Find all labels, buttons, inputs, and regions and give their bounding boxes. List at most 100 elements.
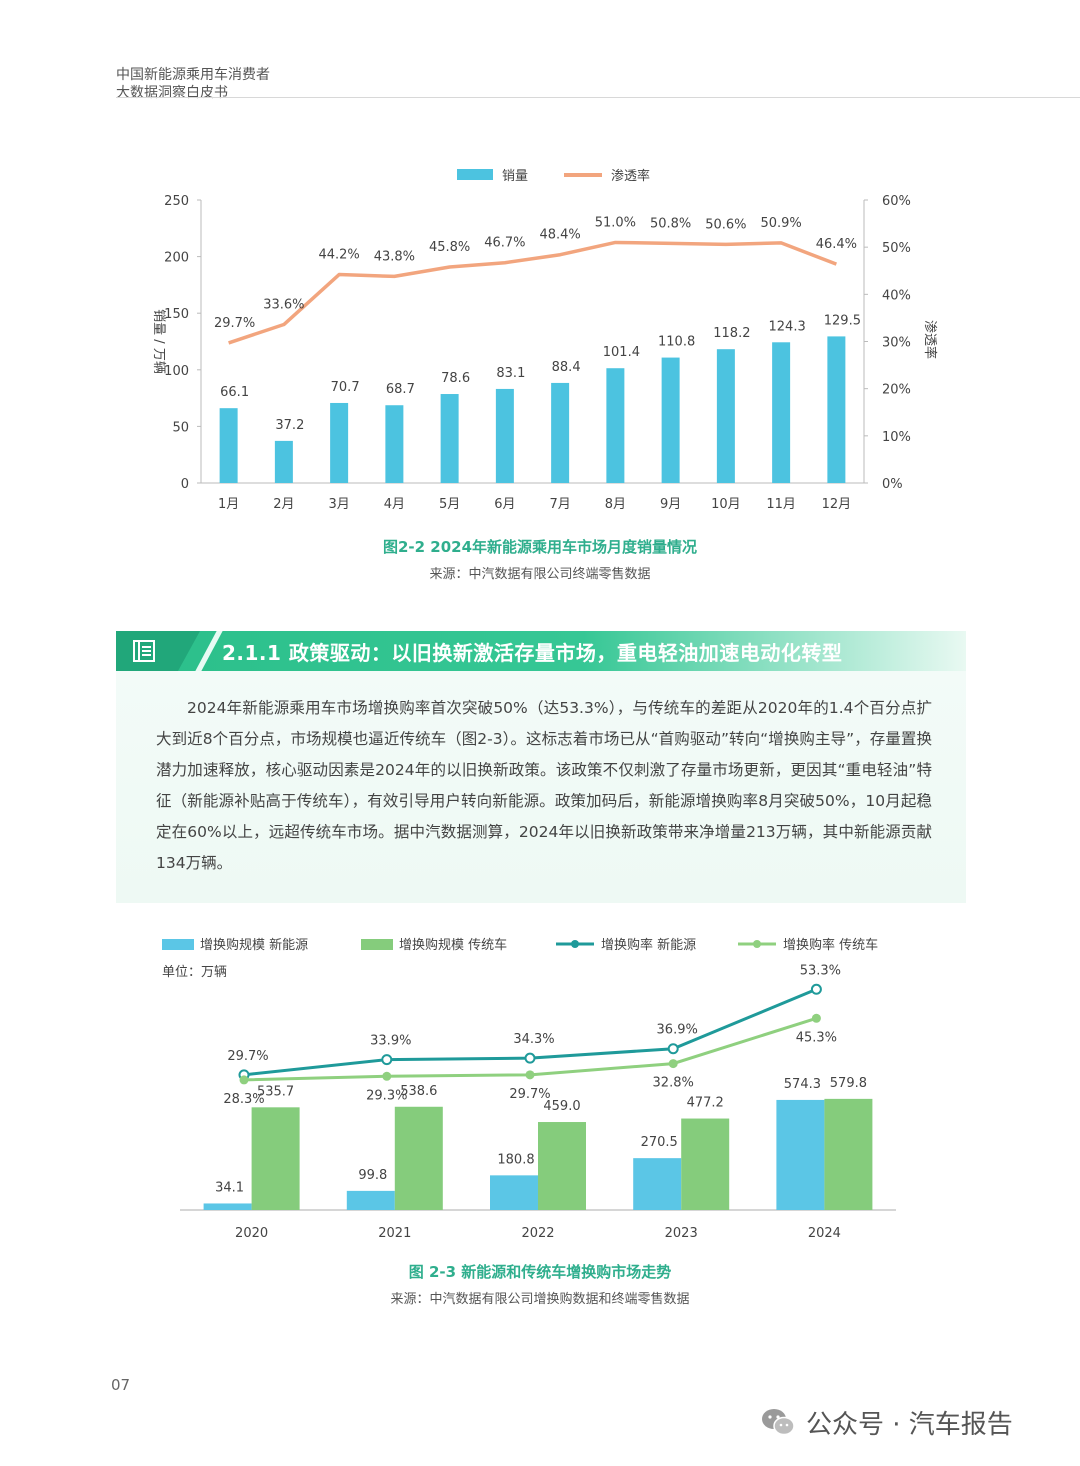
nev-rate-point [381,1054,393,1066]
month-tick-label: 8月 [605,497,626,512]
left-tick-label: 150 [164,307,189,322]
nev-rate-point [667,1043,679,1055]
ice-rate-point [239,1075,249,1085]
ice-scale-bar [251,1107,300,1210]
nev-scale-bar [776,1099,825,1210]
header-divider [116,97,1080,98]
ice-scale-label: 535.7 [257,1084,294,1099]
ice-rate-point [668,1059,678,1069]
year-tick-label: 2024 [808,1226,841,1241]
ice-rate-point [382,1071,392,1081]
penetration-line [228,240,838,345]
ice-scale-bar [538,1122,586,1210]
penetration-label: 33.6% [263,298,304,313]
nev-scale-label: 574.3 [784,1077,821,1092]
legend-ice-scale-label: 增换购规模 传统车 [399,937,507,953]
section-paragraph: 2024年新能源乘用车市场增换购率首次突破50%（达53.3%），与传统车的差距… [156,699,932,872]
month-tick-label: 4月 [384,497,405,512]
document-list-icon [133,640,155,662]
chart2-source: 来源：中汽数据有限公司增换购数据和终端零售数据 [390,1292,690,1307]
legend-sales-swatch [457,169,493,180]
nev-scale-bar [346,1190,395,1210]
wechat-icon [762,1409,795,1436]
legend-nev-rate-marker [571,940,579,948]
ice-scale-label: 538.6 [400,1084,437,1099]
nev-scale-label: 99.8 [358,1168,387,1183]
right-tick-label: 30% [882,336,911,351]
legend-ice-rate-label: 增换购率 传统车 [783,937,878,953]
legend-ice-rate-marker [753,940,761,948]
nev-scale-label: 180.8 [497,1152,534,1167]
right-tick-label: 40% [882,288,911,303]
sales-bar [551,382,570,483]
month-tick-label: 6月 [494,497,515,512]
ice-rate-label: 29.7% [509,1087,550,1102]
year-tick-label: 2023 [665,1226,698,1241]
legend-sales-label: 销量 [502,169,528,184]
sales-bar [440,394,459,483]
ice-rate-label: 45.3% [796,1030,837,1045]
section-paragraph-box: 2024年新能源乘用车市场增换购率首次突破50%（达53.3%），与传统车的差距… [116,671,966,903]
penetration-label: 29.7% [214,316,255,331]
right-tick-label: 0% [882,477,903,492]
penetration-label: 50.6% [705,217,746,232]
legend-ice-scale-swatch [361,939,393,950]
sales-bar [827,336,846,483]
left-tick-label: 200 [164,251,189,266]
ice-scale-label: 477.2 [687,1096,724,1111]
right-tick-label: 10% [882,430,911,445]
right-axis-title: 渗透率 [922,320,938,359]
banner-slash [178,631,200,671]
month-tick-label: 12月 [822,497,852,512]
sales-bar [661,357,680,483]
right-tick-label: 20% [882,383,911,398]
sales-bar-label: 118.2 [713,326,750,341]
left-tick-label: 50 [172,420,189,435]
sales-bar-label: 88.4 [552,360,581,375]
section-title: 2.1.1 政策驱动：以旧换新激活存量市场，重电轻油加速电动化转型 [222,641,843,665]
page-number: 07 [111,1376,131,1394]
legend-nev-rate-label: 增换购率 新能源 [601,937,696,953]
nev-scale-bar [633,1158,682,1210]
chart2-caption: 图 2-3 新能源和传统车增换购市场走势 [408,1263,672,1281]
ice-scale-bar [681,1118,730,1210]
section-banner: 2.1.1 政策驱动：以旧换新激活存量市场，重电轻油加速电动化转型 [116,631,966,671]
sales-bar [606,368,625,483]
right-tick-label: 50% [882,241,911,256]
left-tick-label: 250 [164,194,189,209]
month-tick-label: 5月 [439,497,460,512]
nev-rate-point [524,1052,536,1064]
ice-rate-point [525,1070,535,1080]
month-tick-label: 3月 [328,497,349,512]
month-tick-label: 11月 [766,497,796,512]
legend-rate-label: 渗透率 [611,168,650,184]
sales-bar [274,440,293,483]
sales-bar [716,349,735,483]
nev-rate-point [810,983,822,995]
year-tick-label: 2020 [235,1226,268,1241]
nev-scale-label: 34.1 [215,1180,244,1195]
penetration-label: 45.8% [429,240,470,255]
sales-bar-label: 70.7 [331,380,360,395]
nev-rate-label: 36.9% [657,1023,698,1038]
penetration-label: 44.2% [318,248,359,263]
sales-bar-label: 66.1 [220,385,249,400]
right-tick-label: 60% [882,194,911,209]
penetration-label: 48.4% [539,228,580,243]
ice-scale-label: 579.8 [830,1076,867,1091]
ice-scale-bar [824,1098,873,1210]
sales-bar-label: 129.5 [824,313,861,328]
nev-rate-label: 34.3% [513,1032,554,1047]
penetration-label: 50.8% [650,216,691,231]
monthly-sales-chart: 销量 渗透率0501001502002500%10%20%30%40%50%60%… [151,168,938,512]
chart1-caption: 图2-2 2024年新能源乘用车市场月度销量情况 [382,538,698,556]
nev-rate-label: 33.9% [370,1034,411,1049]
month-tick-label: 10月 [711,497,741,512]
ice-rate-label: 32.8% [653,1076,694,1091]
sales-bar-label: 101.4 [603,345,640,360]
penetration-label: 51.0% [595,215,636,230]
sales-bar-label: 37.2 [275,418,304,433]
month-tick-label: 7月 [549,497,570,512]
nev-scale-label: 270.5 [641,1135,678,1150]
